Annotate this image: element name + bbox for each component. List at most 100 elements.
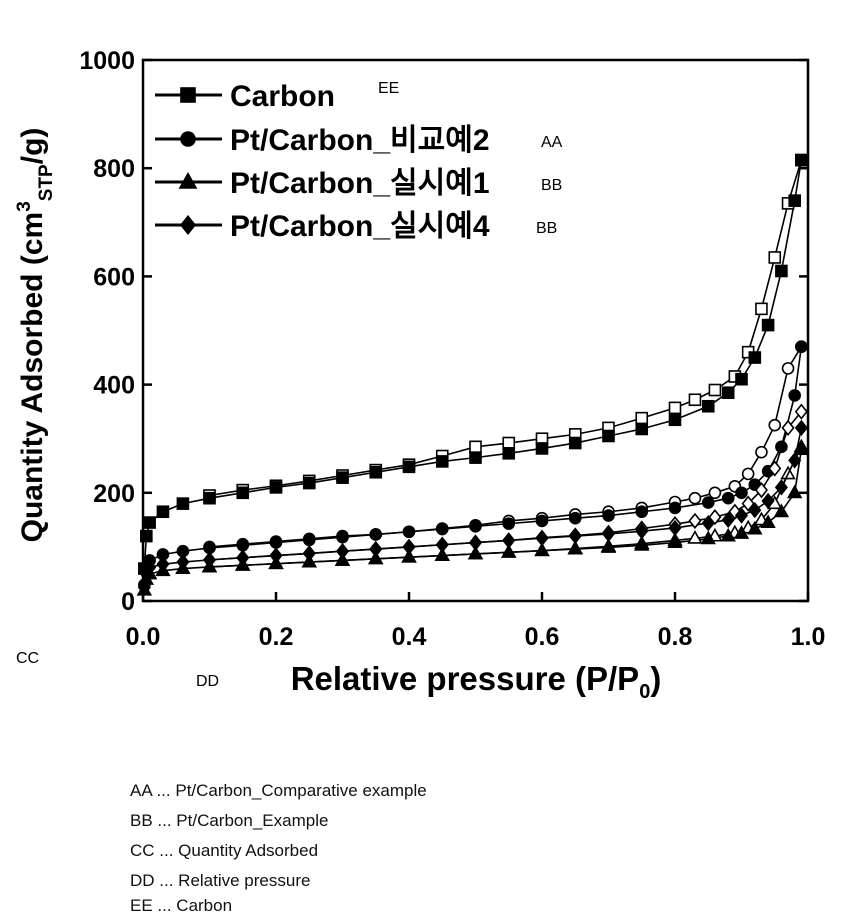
square-adsorption-point (502, 447, 516, 460)
diamond-adsorption-point (202, 551, 217, 569)
triangle-adsorption-point (787, 484, 803, 499)
y-axis-title: Quantity Adsorbed (cm3STP/g) (14, 128, 57, 543)
x-axis-title-tail: ) (650, 660, 661, 697)
circle-adsorption-point (635, 505, 649, 519)
circle-adsorption-point (568, 511, 582, 525)
diamond-adsorption-point (335, 543, 350, 560)
triangle-adsorption-point (368, 550, 384, 565)
diamond-adsorption-point (156, 556, 170, 573)
x-axis: 0.0 0.2 0.4 0.6 0.8 1.0 (126, 592, 826, 651)
square-desorption-point (708, 383, 722, 397)
diamond-adsorption-point (774, 479, 788, 496)
diamond-adsorption-point (794, 419, 808, 437)
footnote-cc: CC ... Quantity Adsorbed (130, 841, 319, 860)
circle-adsorption-point (402, 525, 416, 539)
diamond-desorption-point (794, 403, 808, 420)
square-adsorption-point (469, 451, 482, 464)
circle-adsorption-point (236, 538, 250, 552)
square-adsorption-point (795, 153, 808, 167)
square-desorption-point (635, 411, 649, 425)
y-tick-label: 1000 (79, 47, 135, 75)
triangle-adsorption-point (600, 539, 617, 553)
triangle-adsorption-point (720, 527, 736, 542)
triangle-adsorption-point (501, 544, 517, 558)
footnote-ee: EE ... Carbon (130, 896, 233, 915)
square-adsorption-point (269, 481, 283, 494)
legend-tag: AA (541, 134, 563, 151)
square-adsorption-point (668, 413, 682, 427)
footnote-aa: AA ... Pt/Carbon_Comparative example (130, 781, 427, 800)
diamond-adsorption-point (535, 530, 549, 547)
plot-frame (141, 58, 810, 603)
series-triangle (136, 438, 810, 596)
square-adsorption-point (721, 386, 735, 400)
legend-label: Pt/Carbon_실시예4 (230, 210, 490, 243)
square-adsorption-point (535, 442, 549, 455)
circle-adsorption-point (502, 517, 516, 530)
triangle-adsorption-point (773, 503, 790, 518)
x-tick-label: 0.2 (259, 623, 294, 651)
square-adsorption-point (302, 476, 316, 490)
circle-adsorption-point (469, 520, 482, 533)
triangle-adsorption-point (534, 542, 550, 557)
legend-label: Carbon (230, 80, 335, 113)
square-desorption-point (768, 251, 782, 264)
isotherm-chart: 0 200 400 600 800 1000 0.0 0.2 0.4 0.6 0.8 1.0 Qua… (14, 47, 826, 700)
diamond-adsorption-point (748, 501, 762, 519)
triangle-adsorption-point (760, 514, 776, 529)
square-adsorption-point (156, 505, 170, 519)
diamond-desorption-point (754, 481, 768, 499)
y-tick-label: 200 (93, 480, 135, 508)
circle-adsorption-point (721, 491, 735, 505)
square-desorption-point (688, 393, 702, 407)
diamond-desorption-point (781, 419, 795, 437)
circle-adsorption-point (668, 501, 682, 515)
square-adsorption-point (635, 422, 649, 436)
x-axis-title: Relative pressure (P/P0) (291, 660, 662, 700)
diamond-adsorption-point (435, 536, 449, 553)
series-square (138, 153, 808, 575)
diamond-adsorption-point (601, 525, 616, 543)
square-adsorption-point (143, 516, 156, 529)
square-adsorption-point (602, 429, 615, 443)
diamond-desorption-point (688, 512, 702, 530)
circle-adsorption-point (302, 533, 316, 547)
circle-desorption-point (755, 445, 768, 459)
x-tick-label: 0.0 (126, 623, 161, 651)
square-adsorption-point (761, 318, 775, 332)
circle-adsorption-point (701, 496, 715, 509)
diamond-adsorption-point (788, 452, 802, 469)
square-adsorption-line (143, 159, 803, 569)
square-adsorption-point (435, 455, 449, 468)
x-tick-label: 1.0 (791, 623, 826, 651)
triangle-adsorption-point (793, 441, 810, 455)
square-desorption-point (469, 440, 482, 454)
x-axis-title-main: Relative pressure (P/P (291, 660, 640, 697)
circle-desorption-point (741, 467, 755, 481)
x-tick-label: 0.4 (392, 623, 427, 651)
x-axis-title-sub: 0 (639, 681, 650, 700)
circle-desorption-point (781, 362, 795, 375)
y-tick-label: 400 (93, 372, 135, 400)
circle-adsorption-point (535, 514, 549, 528)
legend: Carbon EE Pt/Carbon_비교예2 AA Pt/Carbon_실시예1 BB… (155, 80, 563, 243)
square-adsorption-point (402, 460, 416, 474)
legend-tag: BB (536, 220, 557, 237)
legend-tag: EE (378, 80, 399, 97)
x-tick-label: 0.6 (525, 623, 560, 651)
circle-adsorption-point (602, 509, 615, 522)
diamond-adsorption-point (369, 540, 383, 558)
triangle-adsorption-point (747, 520, 763, 535)
y-axis-title-sub: STP (36, 164, 57, 201)
square-adsorption-point (775, 264, 788, 278)
diamond-adsorption-point (668, 519, 682, 537)
legend-tag: BB (541, 177, 562, 194)
square-adsorption-point (176, 497, 190, 510)
triangle-adsorption-point (667, 534, 683, 549)
circle-adsorption-point (795, 340, 808, 354)
diamond-adsorption-point (761, 492, 775, 510)
y-tick-label: 600 (93, 263, 135, 291)
diamond-adsorption-point (143, 559, 157, 576)
series-diamond (137, 403, 808, 596)
circle-adsorption-point (269, 536, 283, 549)
